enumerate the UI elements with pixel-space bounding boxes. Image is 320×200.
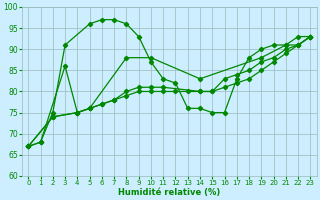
X-axis label: Humidité relative (%): Humidité relative (%) (118, 188, 220, 197)
